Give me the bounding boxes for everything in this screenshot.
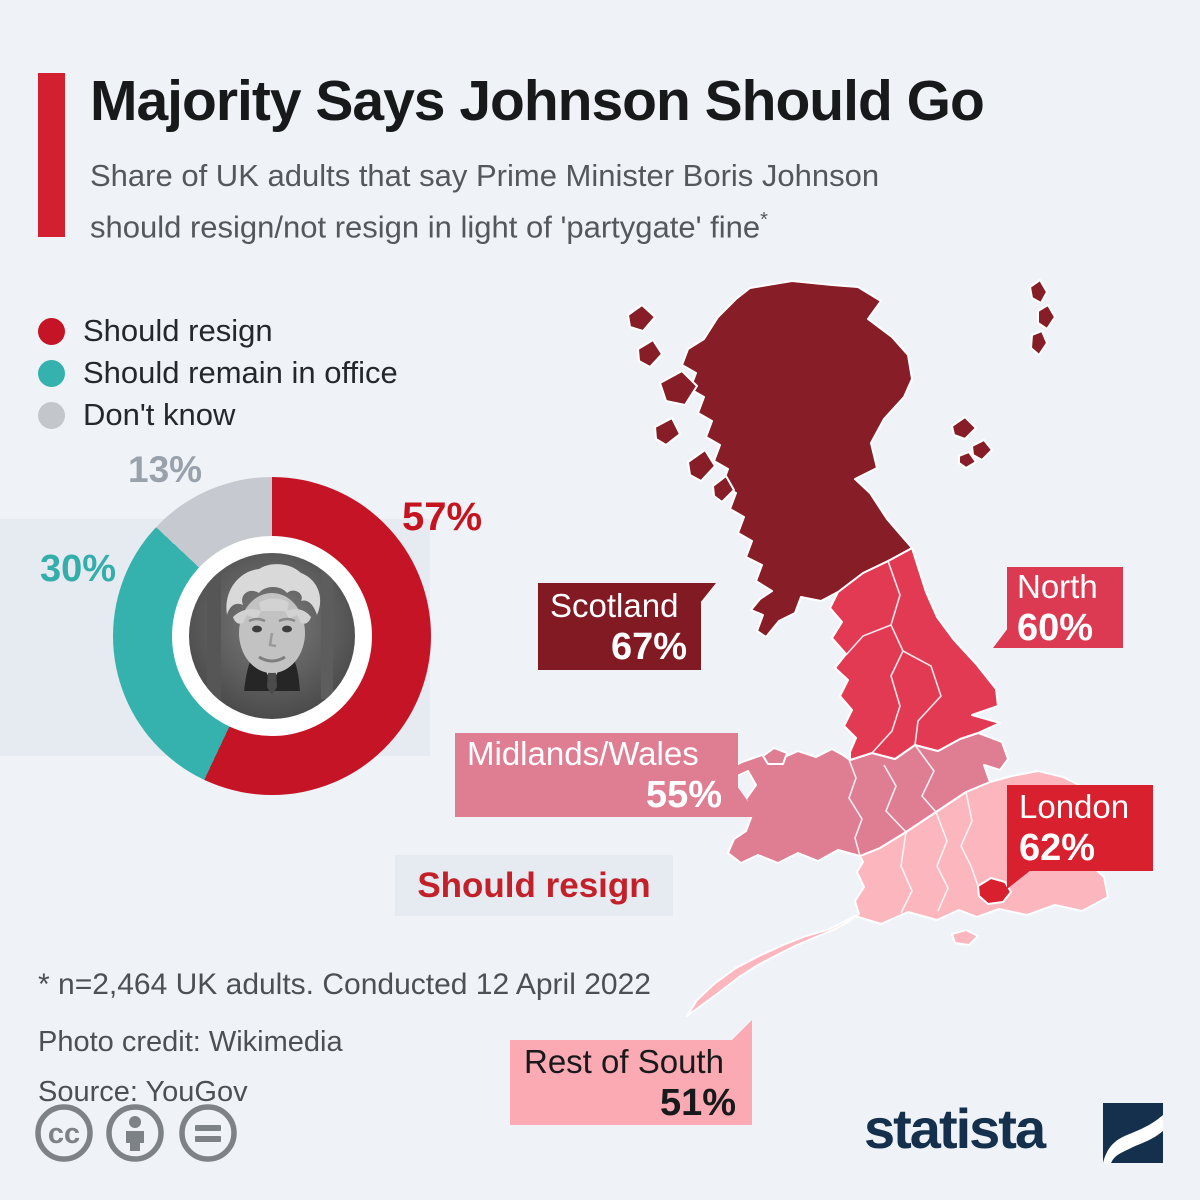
- subtitle-line-2: should resign/not resign in light of 'pa…: [90, 209, 761, 245]
- map-region-north: [829, 547, 1001, 761]
- creative-commons-icons: cc: [35, 1104, 237, 1162]
- page-subtitle: Share of UK adults that say Prime Minist…: [90, 153, 1150, 249]
- attribution-icon: [106, 1104, 164, 1162]
- map-label-scotland: Scotland 67%: [538, 583, 716, 670]
- portrait-illustration: [189, 553, 355, 719]
- legend-item-should-remain: Should remain in office: [38, 352, 398, 394]
- statista-wordmark: statista: [864, 1097, 1046, 1160]
- title-accent-bar: [38, 73, 65, 237]
- legend-item-dont-know: Don't know: [38, 394, 398, 436]
- donut-value-dont-know: 13%: [128, 449, 203, 490]
- legend-dot-red: [38, 317, 65, 345]
- map-shetland-islands: [1029, 279, 1056, 356]
- region-name: Midlands/Wales: [467, 735, 699, 772]
- legend-item-should-resign: Should resign: [38, 310, 398, 352]
- footnote-marker: *: [760, 209, 768, 231]
- region-name: North: [1017, 567, 1098, 605]
- map-annotation-band: Should resign: [395, 855, 673, 916]
- region-value: 67%: [610, 625, 687, 668]
- region-value: 60%: [1017, 606, 1094, 649]
- page-title: Majority Says Johnson Should Go: [90, 69, 985, 133]
- legend-dot-teal: [38, 359, 65, 387]
- no-derivatives-icon: [179, 1104, 237, 1162]
- legend-label: Should remain in office: [83, 355, 398, 390]
- region-name: Scotland: [550, 586, 679, 624]
- footnote-photo-credit: Photo credit: Wikimedia: [38, 1026, 343, 1058]
- legend: Should resign Should remain in office Do…: [38, 310, 398, 436]
- map-annotation-text: Should resign: [417, 865, 651, 905]
- map-orkney-islands: [951, 416, 993, 469]
- donut-chart: [113, 477, 431, 795]
- region-value: 55%: [645, 774, 722, 816]
- cc-icon: [35, 1104, 93, 1162]
- legend-dot-gray: [38, 401, 65, 429]
- region-name: Rest of South: [524, 1042, 724, 1080]
- uk-choropleth-map: [627, 279, 1109, 1017]
- legend-label: Don't know: [83, 397, 236, 432]
- region-value: 62%: [1019, 827, 1096, 869]
- map-region-scotland: [681, 280, 913, 638]
- statista-logo-icon: [1103, 1103, 1163, 1163]
- donut-value-remain: 30%: [40, 548, 117, 590]
- map-anglesey: [762, 747, 788, 765]
- map-hebrides-islands: [627, 304, 735, 503]
- donut-value-resign: 57%: [402, 495, 483, 539]
- subtitle-line-1: Share of UK adults that say Prime Minist…: [90, 158, 880, 193]
- footnote-sample: * n=2,464 UK adults. Conducted 12 April …: [38, 968, 651, 1001]
- map-region-london: [977, 877, 1012, 905]
- map-region-midlands-wales: [720, 732, 1009, 864]
- boris-johnson-photo: [189, 553, 355, 719]
- map-label-midlands-wales: Midlands/Wales 55%: [455, 733, 759, 817]
- footnote-source: Source: YouGov: [38, 1076, 248, 1108]
- region-name: London: [1019, 788, 1130, 825]
- map-county-boundaries: [845, 560, 979, 914]
- map-label-rest-of-south: Rest of South 51%: [510, 1020, 752, 1125]
- map-label-london: London 62%: [1007, 785, 1153, 889]
- map-label-north: North 60%: [993, 567, 1123, 649]
- map-region-rest-of-south: [686, 770, 1109, 1017]
- region-value: 51%: [659, 1081, 736, 1124]
- map-isle-of-wight: [951, 929, 979, 946]
- svg-text:cc: cc: [48, 1118, 80, 1150]
- legend-label: Should resign: [83, 313, 273, 348]
